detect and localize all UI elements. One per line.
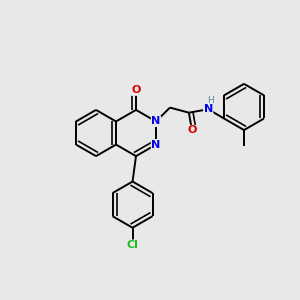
Text: O: O — [131, 85, 141, 95]
Text: N: N — [152, 116, 160, 127]
Text: Cl: Cl — [127, 240, 139, 250]
Text: N: N — [152, 140, 160, 150]
Text: O: O — [187, 125, 197, 135]
Text: N: N — [204, 104, 213, 114]
Text: H: H — [207, 96, 214, 105]
